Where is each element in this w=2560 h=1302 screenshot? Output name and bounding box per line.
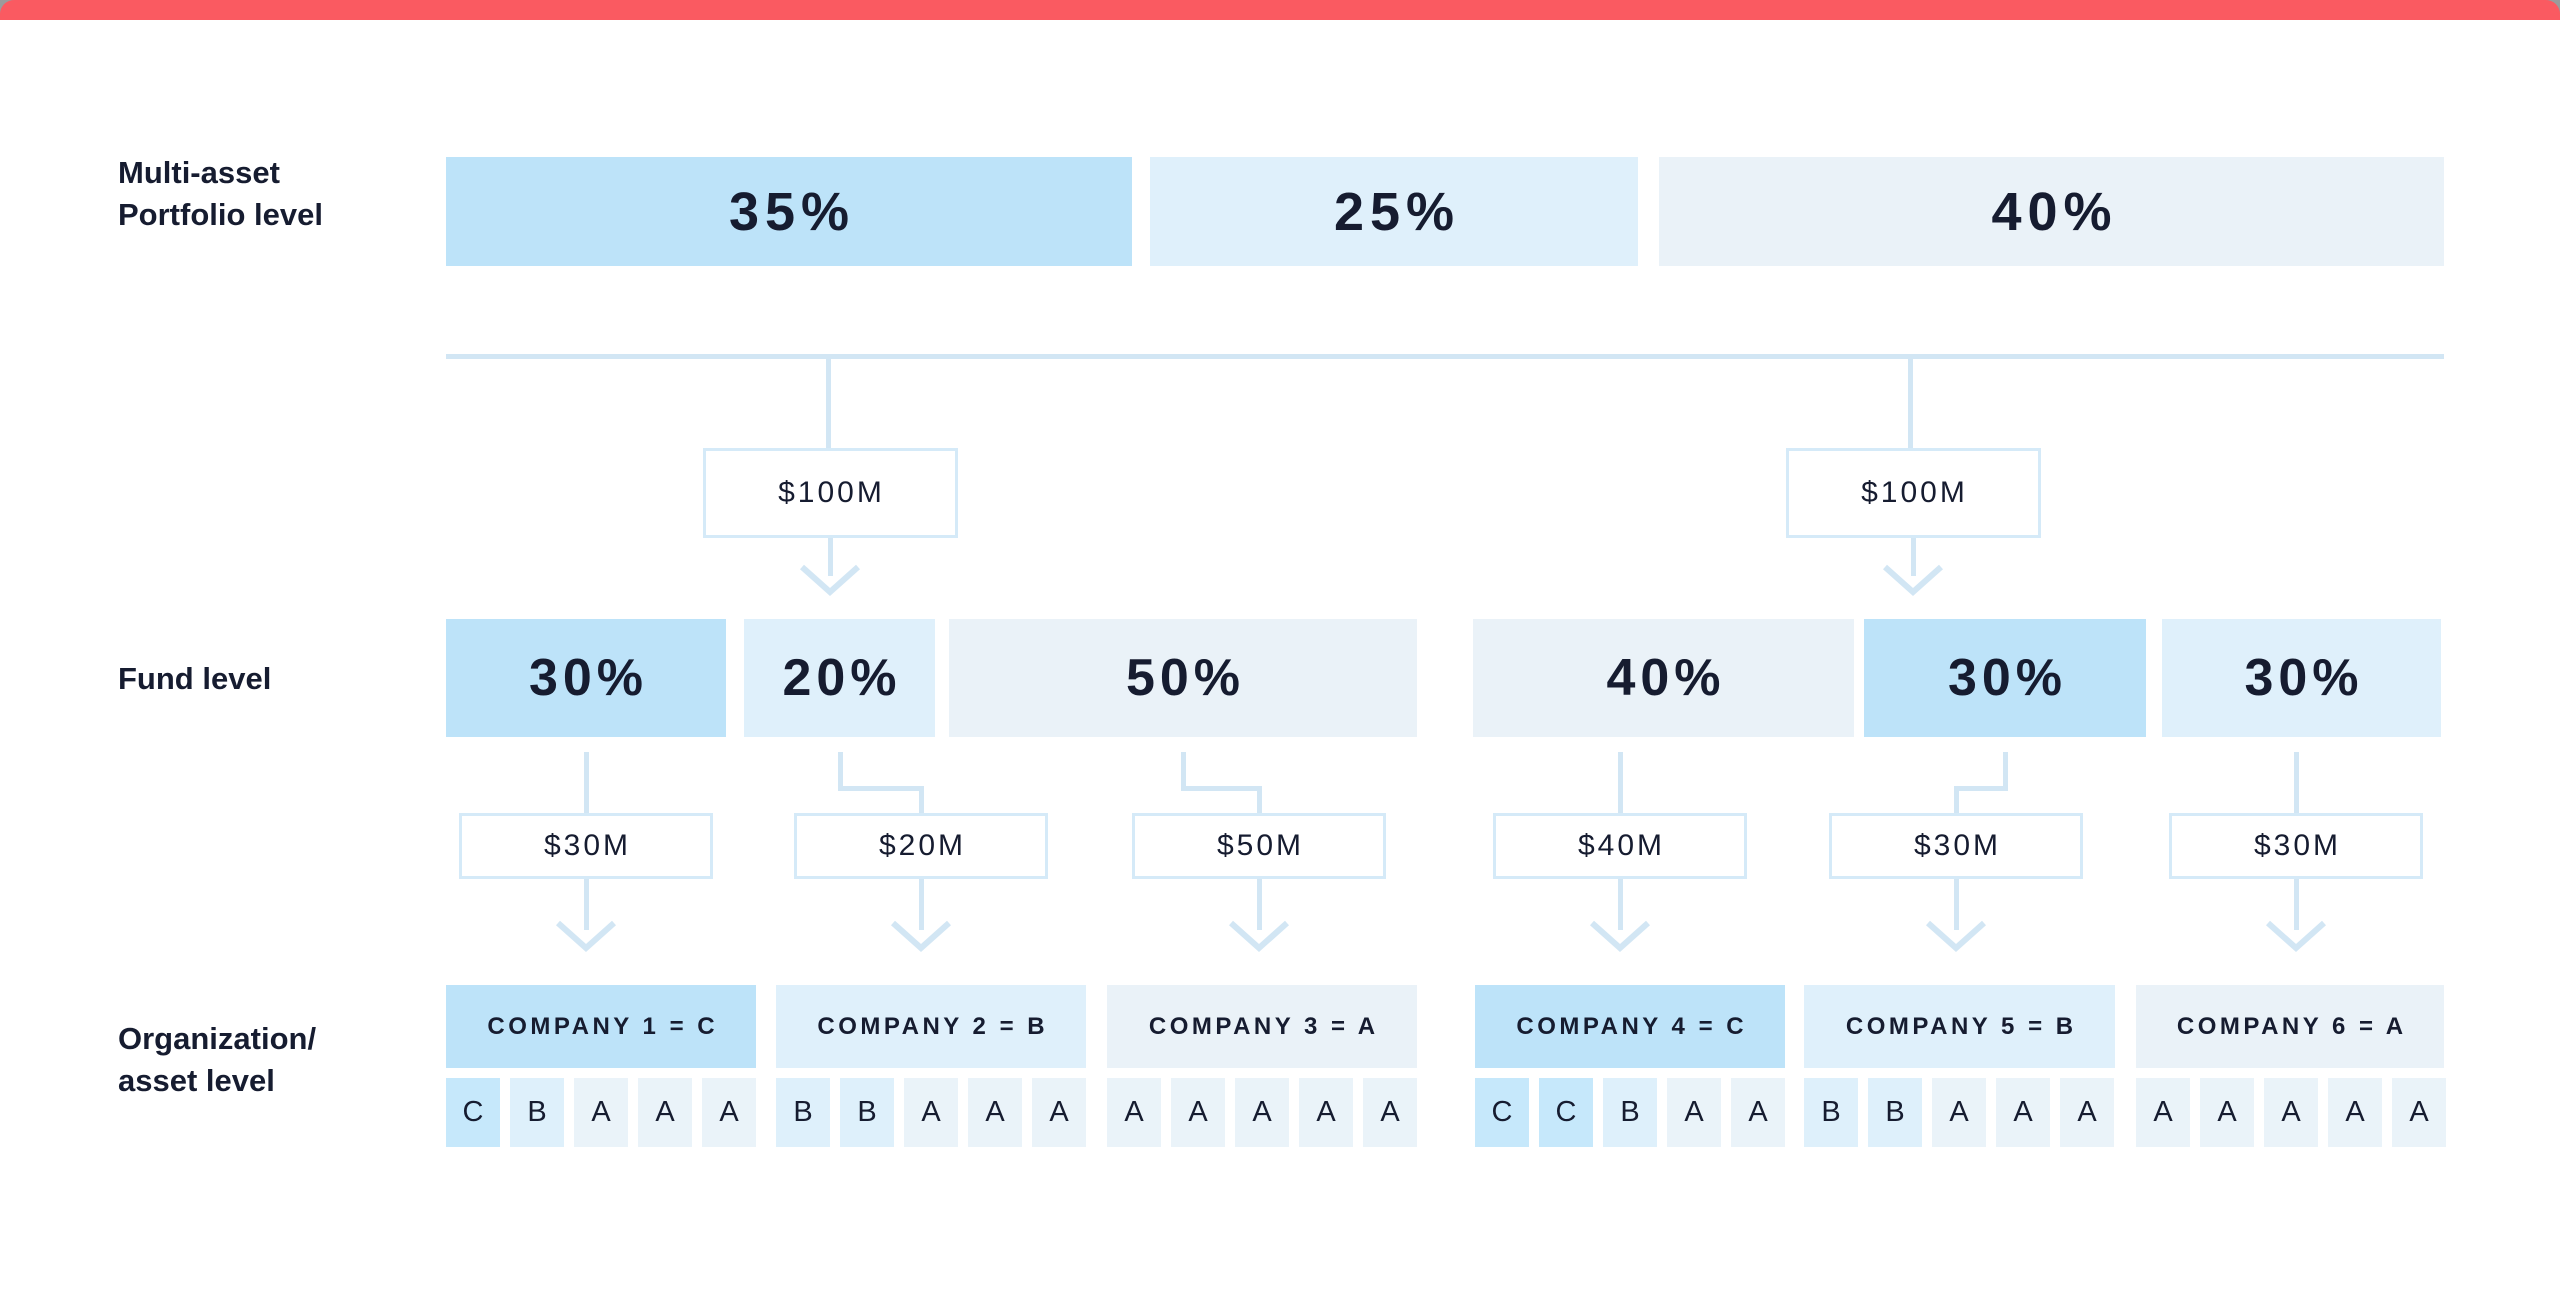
asset-inflow-arrowhead-icon: [1588, 920, 1652, 954]
asset-rating-tile: B: [776, 1078, 830, 1147]
fund-to-asset-connector: [918, 786, 924, 816]
asset-rating-tile: A: [2328, 1078, 2382, 1147]
portfolio-connector-line: [446, 354, 2444, 359]
top-accent-bar: [0, 0, 2560, 20]
company-rating-box: COMPANY 1 = C: [446, 985, 756, 1068]
asset-inflow-amount-box: $50M: [1132, 813, 1386, 879]
asset-inflow-amount-box: $30M: [2169, 813, 2423, 879]
fund-inflow-arrow-line: [1910, 538, 1916, 576]
company-rating-box: COMPANY 6 = A: [2136, 985, 2444, 1068]
fund-inflow-arrow-line: [827, 538, 833, 576]
fund-to-asset-connector-elbow: [1180, 786, 1262, 791]
asset-rating-tile: C: [446, 1078, 500, 1147]
fund-inflow-amount-box: $100M: [702, 448, 958, 538]
asset-inflow-arrow-line: [1617, 879, 1623, 930]
asset-rating-tile: A: [1731, 1078, 1785, 1147]
asset-rating-tile: B: [510, 1078, 564, 1147]
label-line-1: Fund level: [118, 661, 272, 696]
asset-inflow-amount-box: $20M: [794, 813, 1048, 879]
asset-inflow-arrow-line: [583, 879, 589, 930]
label-fund-level: Fund level: [118, 658, 271, 700]
asset-rating-tile: A: [2136, 1078, 2190, 1147]
asset-rating-tile: A: [1667, 1078, 1721, 1147]
asset-rating-tile: A: [1171, 1078, 1225, 1147]
label-line-1: Multi-asset: [118, 155, 280, 190]
fund-inflow-drop-line: [825, 354, 831, 451]
fund-to-asset-connector: [1953, 786, 1959, 816]
fund-to-asset-connector-elbow: [837, 786, 924, 791]
company-rating-box: COMPANY 4 = C: [1475, 985, 1785, 1068]
fund-allocation-box: 40%: [1473, 619, 1854, 737]
asset-inflow-arrow-line: [1953, 879, 1959, 930]
fund-inflow-arrowhead-icon: [798, 564, 862, 598]
company-rating-box: COMPANY 3 = A: [1107, 985, 1417, 1068]
asset-rating-tile: A: [904, 1078, 958, 1147]
asset-rating-tile: A: [1235, 1078, 1289, 1147]
asset-inflow-amount-box: $40M: [1493, 813, 1747, 879]
asset-rating-tile: C: [1475, 1078, 1529, 1147]
label-line-1: Organization/: [118, 1021, 317, 1056]
asset-inflow-amount-box: $30M: [1829, 813, 2083, 879]
asset-inflow-arrowhead-icon: [554, 920, 618, 954]
asset-inflow-arrowhead-icon: [2264, 920, 2328, 954]
asset-inflow-arrowhead-icon: [889, 920, 953, 954]
asset-rating-tile: A: [2200, 1078, 2254, 1147]
fund-to-asset-connector: [583, 752, 589, 816]
company-rating-box: COMPANY 5 = B: [1804, 985, 2115, 1068]
asset-rating-tile: B: [1603, 1078, 1657, 1147]
asset-inflow-arrow-line: [918, 879, 924, 930]
fund-allocation-box: 30%: [1864, 619, 2146, 737]
fund-allocation-box: 30%: [2162, 619, 2441, 737]
label-line-2: Portfolio level: [118, 197, 323, 232]
asset-inflow-arrow-line: [1256, 879, 1262, 930]
portfolio-allocation-box: 25%: [1150, 157, 1638, 266]
fund-allocation-box: 30%: [446, 619, 726, 737]
fund-to-asset-connector: [1256, 786, 1262, 816]
asset-rating-tile: B: [1868, 1078, 1922, 1147]
fund-inflow-arrowhead-icon: [1881, 564, 1945, 598]
asset-rating-tile: A: [1032, 1078, 1086, 1147]
asset-rating-tile: A: [2264, 1078, 2318, 1147]
label-multi-asset-portfolio-level: Multi-asset Portfolio level: [118, 152, 323, 236]
asset-rating-tile: A: [702, 1078, 756, 1147]
fund-to-asset-connector: [2002, 752, 2008, 791]
asset-inflow-arrow-line: [2293, 879, 2299, 930]
fund-to-asset-connector: [1617, 752, 1623, 816]
asset-rating-tile: A: [1363, 1078, 1417, 1147]
asset-inflow-arrowhead-icon: [1227, 920, 1291, 954]
fund-inflow-amount-box: $100M: [1785, 448, 2041, 538]
asset-rating-tile: C: [1539, 1078, 1593, 1147]
portfolio-allocation-box: 40%: [1659, 157, 2444, 266]
fund-to-asset-connector: [2293, 752, 2299, 816]
asset-rating-tile: A: [2060, 1078, 2114, 1147]
fund-to-asset-connector-elbow: [1953, 786, 2008, 791]
fund-allocation-box: 20%: [744, 619, 935, 737]
fund-to-asset-connector: [1180, 752, 1186, 791]
label-line-2: asset level: [118, 1063, 275, 1098]
asset-rating-tile: A: [1996, 1078, 2050, 1147]
fund-to-asset-connector: [837, 752, 843, 791]
asset-rating-tile: B: [840, 1078, 894, 1147]
asset-inflow-arrowhead-icon: [1924, 920, 1988, 954]
asset-rating-tile: A: [574, 1078, 628, 1147]
company-rating-box: COMPANY 2 = B: [776, 985, 1086, 1068]
asset-rating-tile: B: [1804, 1078, 1858, 1147]
asset-rating-tile: A: [1299, 1078, 1353, 1147]
fund-allocation-box: 50%: [949, 619, 1417, 737]
asset-rating-tile: A: [1932, 1078, 1986, 1147]
asset-inflow-amount-box: $30M: [459, 813, 713, 879]
asset-rating-tile: A: [638, 1078, 692, 1147]
asset-rating-tile: A: [2392, 1078, 2446, 1147]
asset-rating-tile: A: [1107, 1078, 1161, 1147]
asset-rating-tile: A: [968, 1078, 1022, 1147]
portfolio-allocation-box: 35%: [446, 157, 1132, 266]
label-organization-asset-level: Organization/ asset level: [118, 1018, 316, 1102]
fund-inflow-drop-line: [1907, 354, 1913, 451]
